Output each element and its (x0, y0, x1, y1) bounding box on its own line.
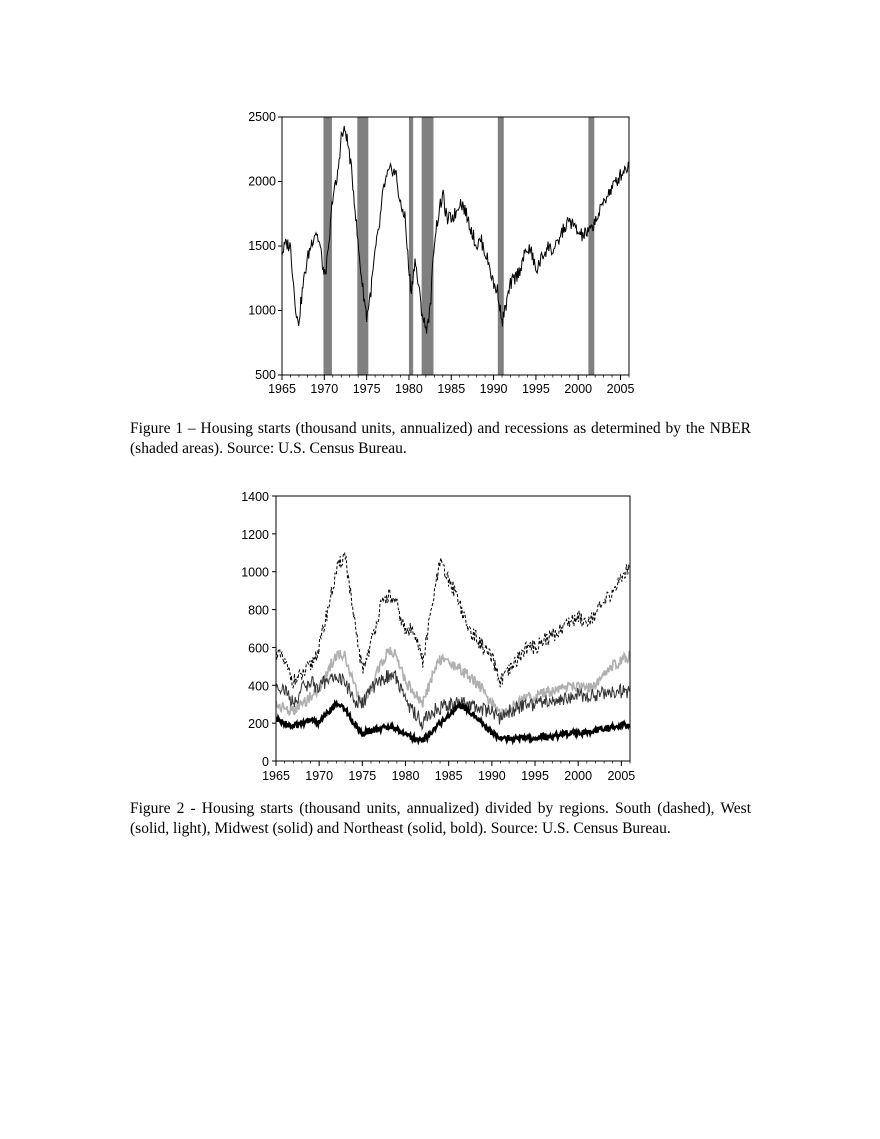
recession-band-0 (323, 117, 332, 375)
x-tick-label: 1975 (353, 382, 381, 396)
y-tick-label: 500 (255, 368, 276, 382)
chart-1-svg: 500 1000 1500 2000 2500 1965 1970 1975 1980 1985 1… (248, 110, 635, 396)
x-tick-label: 1965 (268, 382, 296, 396)
x-tick-label: 2000 (564, 769, 592, 783)
series-line-dashed (275, 551, 631, 689)
x-tick-label: 1990 (478, 769, 506, 783)
recession-band-4 (497, 117, 504, 375)
housing-starts-line (281, 125, 630, 334)
recession-band-3 (421, 117, 434, 375)
chart-2-svg: 0 200 400 600 800 1000 1200 1400 1965 1970 1975 198… (241, 490, 635, 783)
x-tick-label: 2005 (607, 769, 635, 783)
figure-1-housing-starts-chart: 500 1000 1500 2000 2500 1965 1970 1975 1980 1985 1… (230, 100, 650, 405)
x-tick-label: 1985 (437, 382, 465, 396)
plot-frame (281, 116, 630, 376)
plot-frame (275, 495, 631, 762)
x-tick-label: 1965 (262, 769, 290, 783)
y-tick-label: 200 (248, 717, 269, 731)
y-tick-label: 2000 (248, 175, 276, 189)
y-tick-label: 800 (248, 604, 269, 618)
x-tick-label: 1995 (521, 769, 549, 783)
x-tick-label: 1995 (522, 382, 550, 396)
x-tick-label: 2000 (564, 382, 592, 396)
plot-area (276, 496, 630, 761)
recession-band-2 (408, 117, 414, 375)
figure-2-regional-housing-starts-chart: 0 200 400 600 800 1000 1200 1400 1965 1970 1975 198… (230, 482, 650, 792)
series-line-solid-light (275, 647, 631, 721)
y-tick-label: 0 (262, 755, 269, 769)
recession-band-1 (357, 117, 369, 375)
figure-1-caption: Figure 1 – Housing starts (thousand unit… (130, 420, 751, 457)
y-tick-label: 2500 (248, 110, 276, 124)
y-tick-label: 1000 (248, 304, 276, 318)
y-tick-label: 1000 (241, 566, 269, 580)
y-tick-label: 1500 (248, 239, 276, 253)
y-tick-label: 600 (248, 641, 269, 655)
x-tick-label: 1975 (348, 769, 376, 783)
x-tick-label: 1990 (480, 382, 508, 396)
y-tick-label: 1400 (241, 490, 269, 504)
y-tick-label: 1200 (241, 528, 269, 542)
x-tick-label: 1970 (305, 769, 333, 783)
x-tick-label: 1985 (435, 769, 463, 783)
x-tick-label: 1980 (392, 769, 420, 783)
x-tick-label: 1970 (310, 382, 338, 396)
series-line-solid-bold (275, 698, 631, 746)
recession-band-5 (588, 117, 595, 375)
y-tick-label: 400 (248, 679, 269, 693)
x-tick-label: 2005 (607, 382, 635, 396)
figure-2-caption: Figure 2 - Housing starts (thousand unit… (130, 800, 751, 837)
x-tick-label: 1980 (395, 382, 423, 396)
